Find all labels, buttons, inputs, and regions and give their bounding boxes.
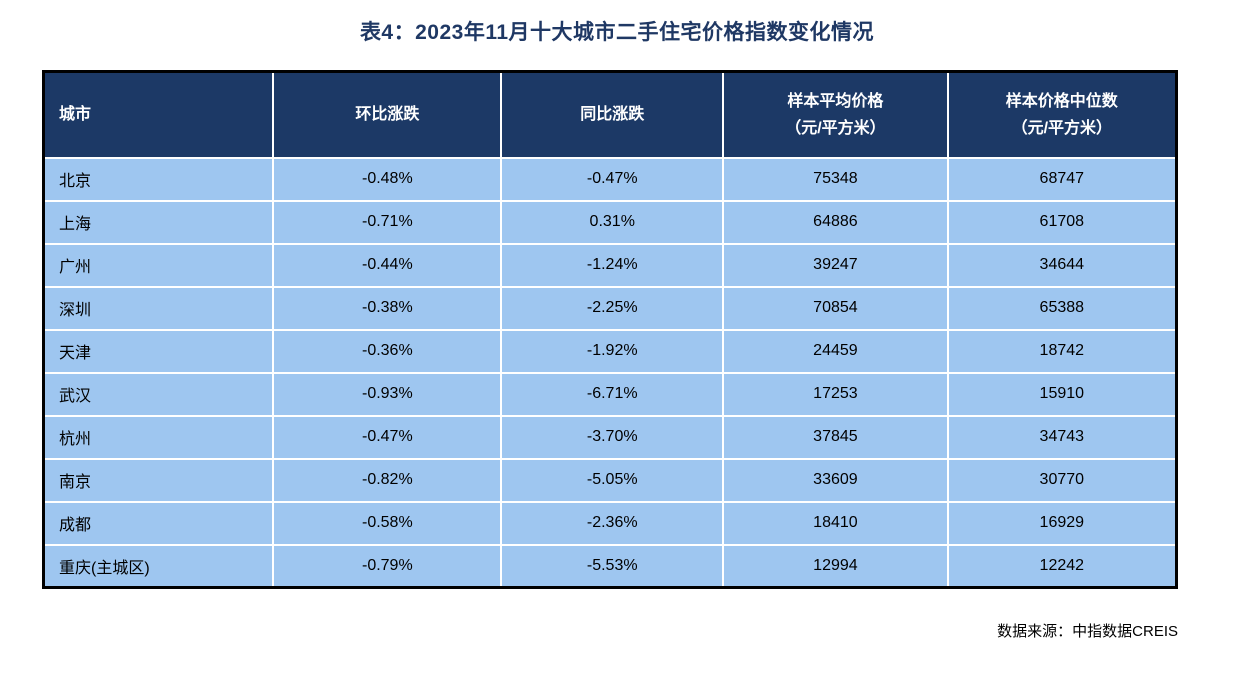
cell-city: 杭州 (42, 414, 275, 460)
cell-sample_median_price: 15910 (946, 371, 1178, 417)
cell-city: 南京 (42, 457, 275, 503)
price-index-table-container: 城市 环比涨跌 同比涨跌 样本平均价格 （元/平方米） 样本价格中位数 （元/平… (42, 70, 1178, 589)
cell-sample_median_price: 12242 (946, 543, 1178, 589)
cell-mom_change: -0.93% (272, 371, 503, 417)
table-row: 上海 -0.71% 0.31% 64886 61708 (42, 199, 1178, 245)
cell-yoy_change: -5.53% (500, 543, 725, 589)
cell-mom_change: -0.58% (272, 500, 503, 546)
column-header-sample-avg-price: 样本平均价格 （元/平方米） (722, 70, 949, 159)
table-row: 成都 -0.58% -2.36% 18410 16929 (42, 500, 1178, 546)
table-header: 城市 环比涨跌 同比涨跌 样本平均价格 （元/平方米） 样本价格中位数 （元/平… (42, 70, 1178, 159)
cell-sample_avg_price: 37845 (722, 414, 949, 460)
cell-mom_change: -0.79% (272, 543, 503, 589)
cell-sample_avg_price: 64886 (722, 199, 949, 245)
cell-city: 天津 (42, 328, 275, 374)
table-row: 北京 -0.48% -0.47% 75348 68747 (42, 156, 1178, 202)
cell-mom_change: -0.36% (272, 328, 503, 374)
column-header-city: 城市 (42, 70, 275, 159)
cell-sample_median_price: 18742 (946, 328, 1178, 374)
cell-sample_avg_price: 18410 (722, 500, 949, 546)
cell-yoy_change: 0.31% (500, 199, 725, 245)
cell-mom_change: -0.47% (272, 414, 503, 460)
cell-yoy_change: -1.24% (500, 242, 725, 288)
cell-sample_avg_price: 39247 (722, 242, 949, 288)
cell-city: 武汉 (42, 371, 275, 417)
cell-sample_avg_price: 75348 (722, 156, 949, 202)
cell-sample_median_price: 61708 (946, 199, 1178, 245)
cell-sample_avg_price: 24459 (722, 328, 949, 374)
cell-city: 上海 (42, 199, 275, 245)
cell-yoy_change: -5.05% (500, 457, 725, 503)
table-row: 南京 -0.82% -5.05% 33609 30770 (42, 457, 1178, 503)
cell-sample_median_price: 30770 (946, 457, 1178, 503)
table-body: 北京 -0.48% -0.47% 75348 68747 上海 -0.71% 0.31% 648… (42, 156, 1178, 589)
table-row: 深圳 -0.38% -2.25% 70854 65388 (42, 285, 1178, 331)
table-row: 广州 -0.44% -1.24% 39247 34644 (42, 242, 1178, 288)
cell-sample_median_price: 34743 (946, 414, 1178, 460)
cell-mom_change: -0.44% (272, 242, 503, 288)
table-row: 重庆(主城区) -0.79% -5.53% 12994 12242 (42, 543, 1178, 589)
cell-yoy_change: -1.92% (500, 328, 725, 374)
cell-city: 深圳 (42, 285, 275, 331)
data-source-note: 数据来源：中指数据CREIS (997, 623, 1178, 640)
table-row: 武汉 -0.93% -6.71% 17253 15910 (42, 371, 1178, 417)
table-header-row: 城市 环比涨跌 同比涨跌 样本平均价格 （元/平方米） 样本价格中位数 （元/平… (42, 70, 1178, 159)
cell-sample_median_price: 65388 (946, 285, 1178, 331)
page-title: 表4：2023年11月十大城市二手住宅价格指数变化情况 (359, 21, 875, 44)
cell-sample_avg_price: 17253 (722, 371, 949, 417)
cell-sample_median_price: 68747 (946, 156, 1178, 202)
cell-yoy_change: -0.47% (500, 156, 725, 202)
column-header-yoy-change: 同比涨跌 (500, 70, 725, 159)
cell-sample_avg_price: 33609 (722, 457, 949, 503)
cell-sample_avg_price: 70854 (722, 285, 949, 331)
cell-yoy_change: -2.36% (500, 500, 725, 546)
column-header-sample-median-price: 样本价格中位数 （元/平方米） (946, 70, 1178, 159)
cell-city: 北京 (42, 156, 275, 202)
price-index-table: 城市 环比涨跌 同比涨跌 样本平均价格 （元/平方米） 样本价格中位数 （元/平… (42, 70, 1178, 589)
cell-sample_median_price: 16929 (946, 500, 1178, 546)
cell-mom_change: -0.48% (272, 156, 503, 202)
cell-yoy_change: -6.71% (500, 371, 725, 417)
cell-mom_change: -0.82% (272, 457, 503, 503)
cell-city: 重庆(主城区) (42, 543, 275, 589)
table-row: 杭州 -0.47% -3.70% 37845 34743 (42, 414, 1178, 460)
cell-yoy_change: -3.70% (500, 414, 725, 460)
cell-sample_avg_price: 12994 (722, 543, 949, 589)
column-header-mom-change: 环比涨跌 (272, 70, 503, 159)
cell-sample_median_price: 34644 (946, 242, 1178, 288)
table-row: 天津 -0.36% -1.92% 24459 18742 (42, 328, 1178, 374)
cell-city: 广州 (42, 242, 275, 288)
cell-city: 成都 (42, 500, 275, 546)
cell-mom_change: -0.71% (272, 199, 503, 245)
cell-yoy_change: -2.25% (500, 285, 725, 331)
cell-mom_change: -0.38% (272, 285, 503, 331)
